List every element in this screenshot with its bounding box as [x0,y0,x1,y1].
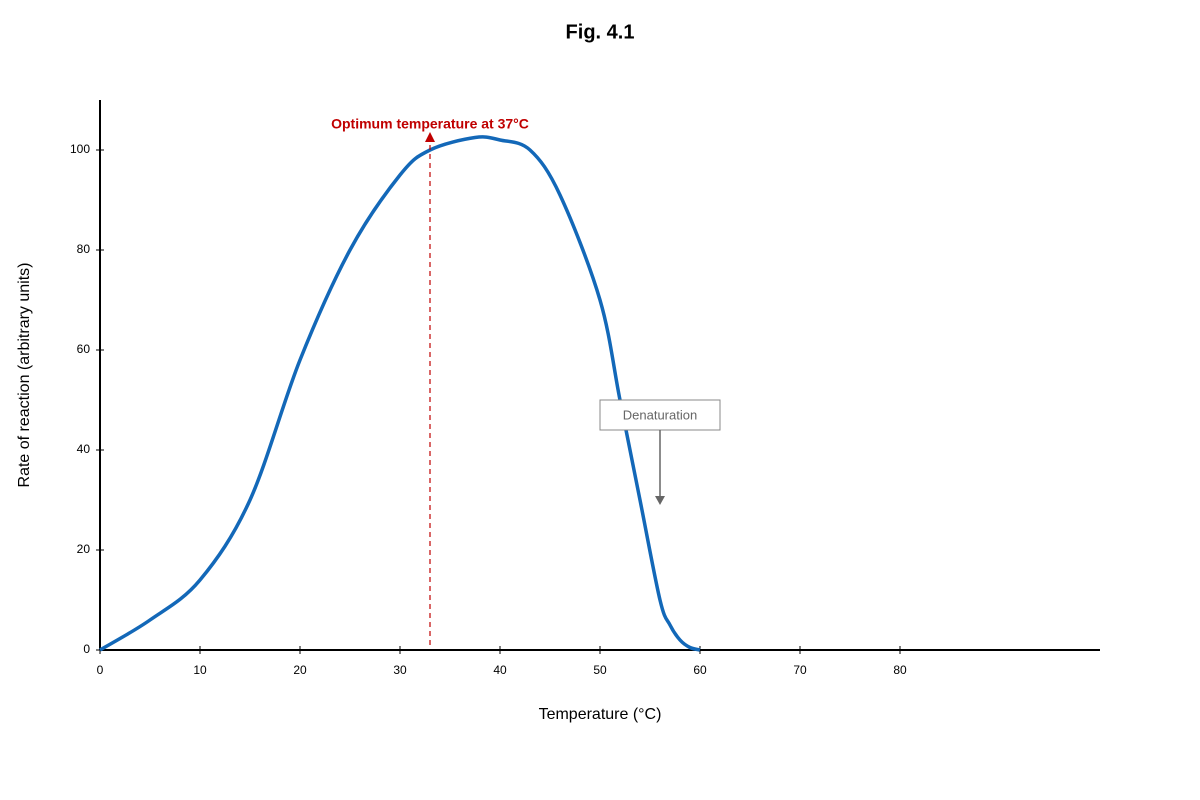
y-tick-label: 40 [77,442,91,456]
x-tick-label: 40 [493,663,507,677]
y-axis-label: Rate of reaction (arbitrary units) [16,263,33,488]
denaturation-arrowhead [655,496,665,505]
x-tick-label: 0 [97,663,104,677]
y-tick-label: 80 [77,242,91,256]
x-axis-label: Temperature (°C) [539,706,662,723]
denaturation-annotation: Denaturation [623,407,697,422]
chart-title: Fig. 4.1 [566,21,635,43]
x-tick-label: 60 [693,663,707,677]
y-tick-label: 100 [70,142,90,156]
y-tick-label: 60 [77,342,91,356]
x-tick-label: 70 [793,663,807,677]
x-tick-label: 10 [193,663,207,677]
y-tick-label: 0 [83,642,90,656]
x-tick-label: 20 [293,663,307,677]
x-tick-label: 30 [393,663,407,677]
data-line [99,135,701,652]
optimum-arrowhead [425,132,435,142]
x-tick-label: 50 [593,663,607,677]
x-tick-label: 80 [893,663,907,677]
y-tick-label: 20 [77,542,91,556]
optimum-annotation: Optimum temperature at 37°C [331,116,529,132]
